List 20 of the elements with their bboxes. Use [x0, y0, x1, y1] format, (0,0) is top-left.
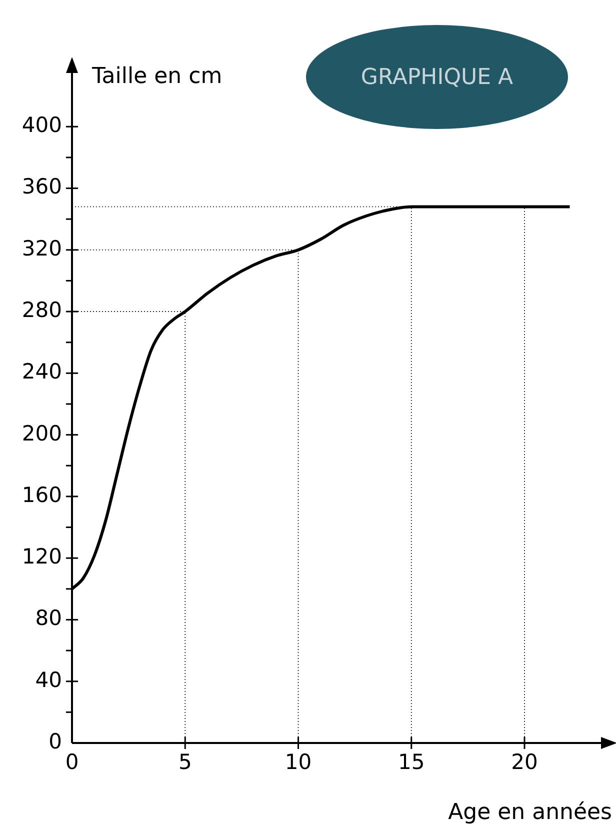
- x-tick-label: 5: [178, 750, 192, 774]
- x-tick-label: 20: [511, 750, 538, 774]
- y-tick-label: 400: [22, 113, 62, 138]
- x-tick-label: 15: [398, 750, 425, 774]
- x-tick-label: 10: [284, 750, 312, 774]
- y-tick-label: 280: [22, 298, 62, 322]
- y-tick-label: 160: [22, 482, 62, 507]
- y-tick-label: 40: [35, 668, 62, 692]
- y-tick-label: 200: [22, 421, 62, 446]
- x-tick-label: 0: [65, 750, 79, 774]
- y-tick-label: 360: [22, 174, 62, 199]
- chart-title: GRAPHIQUE A: [360, 64, 514, 90]
- y-tick-label: 0: [48, 729, 62, 754]
- x-axis-title: Age en années: [448, 800, 612, 825]
- y-tick-label: 120: [22, 544, 62, 569]
- y-tick-label: 80: [35, 606, 62, 630]
- y-tick-label: 240: [22, 360, 62, 384]
- y-tick-label: 320: [22, 236, 62, 260]
- ellipse-badge: GRAPHIQUE A: [306, 25, 568, 129]
- y-axis-title: Taille en cm: [92, 64, 222, 89]
